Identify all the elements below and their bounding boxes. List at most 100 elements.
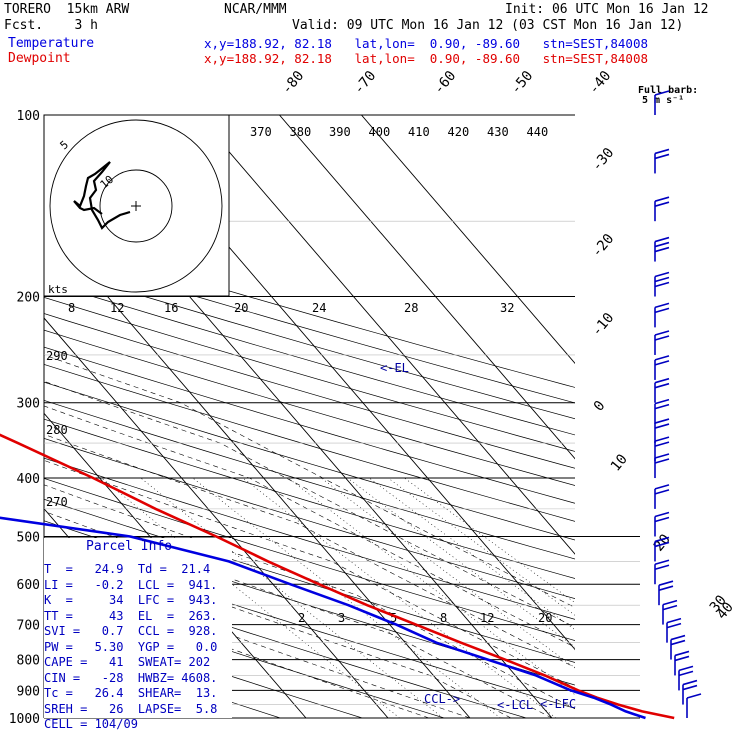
isotherm-label: -70 xyxy=(351,68,380,98)
moist-adiabat xyxy=(44,405,575,648)
wind-barb xyxy=(654,559,670,585)
isotherm-label: -50 xyxy=(508,68,537,98)
pressure-tick-label: 200 xyxy=(17,291,40,306)
wind-barb xyxy=(654,330,670,355)
mixing-ratio-label-lower: 2 xyxy=(298,611,305,625)
wind-barb xyxy=(682,679,698,705)
dewpoint-label: Dewpoint xyxy=(8,51,71,66)
temperature-location: x,y=188.92, 82.18 lat,lon= 0.90, -89.60 … xyxy=(204,36,649,51)
pressure-tick-label: 100 xyxy=(17,109,40,124)
theta-e-label: 400 xyxy=(369,125,391,139)
annotation-lfc: <-LFC xyxy=(540,697,576,711)
temperature-label: Temperature xyxy=(8,36,95,51)
isotherm-line xyxy=(361,115,575,365)
wind-barb xyxy=(654,377,670,403)
pressure-tick-label: 400 xyxy=(17,472,40,487)
annotation-el: <-EL xyxy=(380,361,409,375)
parcel-info-row: T = 24.9 Td = 21.4 xyxy=(44,562,211,576)
isotherm-label: -60 xyxy=(431,68,460,98)
isotherm-label: 0 xyxy=(591,398,609,415)
isotherm-line xyxy=(197,115,575,555)
mixing-ratio-label-lower: 3 xyxy=(338,611,345,625)
model-title: TORERO 15km ARW xyxy=(4,2,130,17)
wind-barb xyxy=(678,665,694,691)
temperature-line xyxy=(0,433,675,720)
parcel-box-bg xyxy=(44,538,232,718)
theta-label: 270 xyxy=(46,495,68,509)
mixing-ratio-label: 24 xyxy=(312,301,326,315)
mixing-ratio-label-lower: 20 xyxy=(538,611,552,625)
annotation-ccl: CCL-> xyxy=(424,692,460,706)
wind-barb xyxy=(654,302,670,328)
hodograph-trace xyxy=(73,161,131,230)
isotherm-label: -30 xyxy=(589,145,618,175)
isotherm-label: -20 xyxy=(589,231,618,261)
org-title: NCAR/MMM xyxy=(224,2,287,17)
parcel-info-row: LI = -0.2 LCL = 941. xyxy=(44,577,218,592)
dewpoint-location: x,y=188.92, 82.18 lat,lon= 0.90, -89.60 … xyxy=(204,51,649,66)
parcel-info-title: Parcel Info xyxy=(86,539,173,554)
theta-label: 290 xyxy=(46,349,68,363)
theta-e-label: 390 xyxy=(329,125,351,139)
wind-barb xyxy=(654,236,670,262)
theta-e-label: 380 xyxy=(290,125,312,139)
parcel-info-row: CAPE = 41 SWEAT= 202 xyxy=(44,655,211,669)
wind-barb xyxy=(654,418,670,444)
wind-barb xyxy=(654,271,670,297)
pressure-tick-label: 800 xyxy=(17,654,40,669)
parcel-info-row: TT = 43 EL = 263. xyxy=(44,608,218,623)
isotherm-label: -40 xyxy=(586,68,615,98)
theta-label: 280 xyxy=(46,423,68,437)
dewpoint-line xyxy=(0,516,646,720)
isotherm-line xyxy=(279,115,575,460)
valid-time: Valid: 09 UTC Mon 16 Jan 12 (03 CST Mon … xyxy=(292,18,684,33)
mixing-ratio-line xyxy=(242,477,557,718)
mixing-ratio-label-lower: 5 xyxy=(390,611,397,625)
parcel-info-row: SREH = 26 LAPSE= 5.8 xyxy=(44,701,218,716)
init-time: Init: 06 UTC Mon 16 Jan 12 xyxy=(505,2,709,17)
annotation-lcl: <-LCL xyxy=(497,698,533,712)
wind-barb xyxy=(654,148,670,174)
theta-e-label: 410 xyxy=(408,125,430,139)
wind-barb xyxy=(674,650,690,676)
pressure-tick-label: 700 xyxy=(17,619,40,634)
wind-barb xyxy=(658,580,674,606)
wind-barb xyxy=(654,511,670,537)
wind-barb xyxy=(662,599,678,625)
parcel-info-row: CIN = -28 HWBZ= 4608. xyxy=(44,670,218,685)
parcel-info-row: CELL = 104/09 xyxy=(44,717,138,731)
isotherm-line xyxy=(44,221,471,718)
forecast-hour: Fcst. 3 h xyxy=(4,18,98,33)
wind-barb xyxy=(654,536,670,562)
wind-barb xyxy=(686,693,702,718)
parcel-info-row: SVI = 0.7 CCL = 928. xyxy=(44,624,218,638)
mixing-ratio-line xyxy=(192,477,501,718)
theta-e-label: 370 xyxy=(250,125,272,139)
isotherm-label: -80 xyxy=(279,68,308,98)
mixing-ratio-line xyxy=(347,477,575,648)
barb-legend-units: 5 m s⁻¹ xyxy=(642,95,684,106)
pressure-tick-label: 300 xyxy=(17,397,40,412)
pressure-tick-label: 500 xyxy=(17,530,40,545)
isotherm-label: 10 xyxy=(608,451,631,474)
mixing-ratio-label: 32 xyxy=(500,301,514,315)
wind-barb xyxy=(654,453,670,479)
parcel-info-table: T = 24.9 Td = 21.4 LI = -0.2 LCL = 941. K … xyxy=(44,562,232,733)
wind-barb xyxy=(654,355,670,380)
theta-e-label: 430 xyxy=(487,125,509,139)
mixing-ratio-line xyxy=(404,477,575,604)
parcel-info-row: Tc = 26.4 SHEAR= 13. xyxy=(44,686,218,700)
mixing-ratio-label: 20 xyxy=(234,301,248,315)
mixing-ratio-label: 8 xyxy=(68,301,75,315)
wind-barb xyxy=(654,90,670,115)
mixing-ratio-label-lower: 12 xyxy=(480,611,494,625)
wind-barb xyxy=(670,634,686,660)
wind-barb xyxy=(654,398,670,424)
wind-barb xyxy=(654,484,670,509)
theta-e-label: 440 xyxy=(527,125,549,139)
isotherm-line xyxy=(44,317,389,718)
mixing-ratio-label: 28 xyxy=(404,301,418,315)
